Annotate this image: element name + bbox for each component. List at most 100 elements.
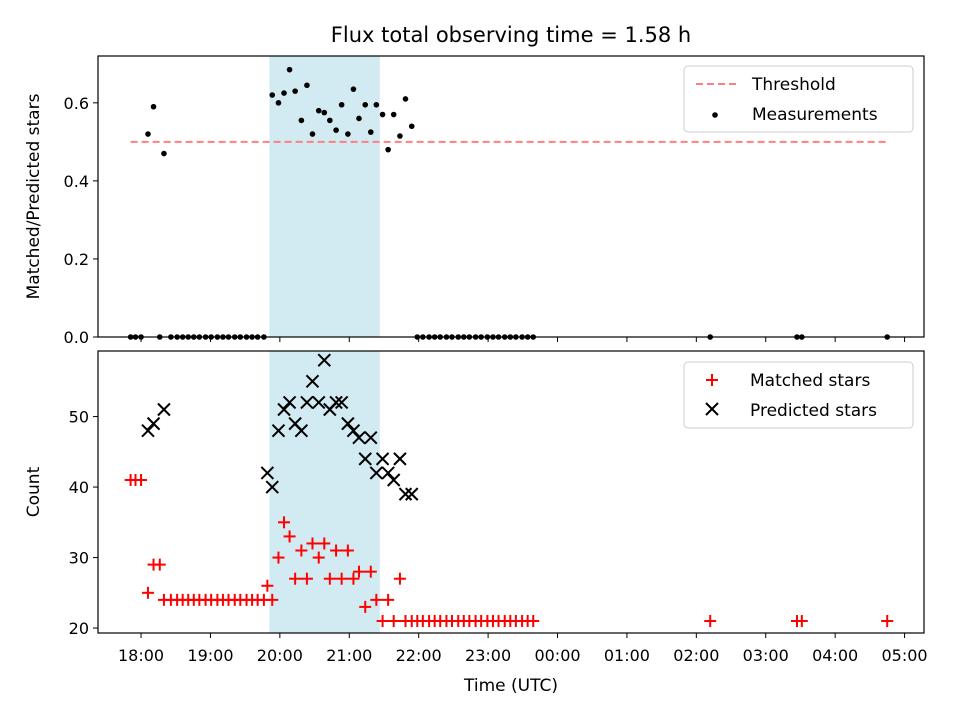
predicted-star-point	[260, 466, 275, 480]
matched-star-point	[795, 615, 808, 628]
y-tick-label: 0.0	[64, 328, 89, 347]
matched-star-point	[704, 615, 717, 628]
x-tick-label: 23:00	[465, 646, 511, 665]
matched-star-point	[289, 572, 302, 585]
chart-title: Flux total observing time = 1.58 h	[331, 23, 691, 47]
matched-star-point	[141, 586, 154, 599]
x-tick-label: 01:00	[604, 646, 650, 665]
measurement-point	[292, 88, 298, 94]
predicted-star-point	[375, 452, 390, 466]
measurement-point	[150, 103, 157, 110]
measurement-point	[304, 82, 310, 89]
x-tick-label: 21:00	[326, 646, 372, 665]
matched-star-point	[359, 600, 372, 613]
measurement-point	[309, 131, 316, 137]
matched-star-point	[278, 516, 291, 529]
measurement-point	[275, 100, 282, 106]
legend-matched-swatch	[706, 374, 718, 386]
predicted-star-point	[146, 416, 161, 431]
measurement-point	[286, 66, 293, 73]
x-tick-label: 19:00	[187, 646, 233, 665]
predicted-star-point	[364, 431, 378, 445]
predicted-star-point	[312, 395, 326, 410]
matched-star-point	[306, 537, 319, 550]
measurement-point	[362, 101, 369, 108]
matched-star-point	[527, 615, 540, 628]
predicted-star-point	[393, 452, 407, 466]
matched-star-point	[376, 615, 389, 628]
predicted-star-point	[141, 423, 155, 438]
measurement-point	[321, 109, 328, 116]
measurement-point	[269, 92, 276, 98]
matched-star-point	[881, 615, 894, 628]
y-tick-label: 50	[69, 408, 89, 427]
measurement-point	[298, 117, 305, 124]
matched-star-point	[283, 530, 296, 543]
predicted-star-point	[386, 473, 401, 487]
legend-measurements-label: Measurements	[752, 105, 878, 125]
matched-star-point	[393, 572, 406, 585]
measurement-point	[161, 150, 167, 157]
matched-stars-points	[124, 474, 894, 628]
matched-star-point	[364, 565, 377, 578]
bottom-y-axis-label: Count	[24, 466, 44, 517]
measurement-point	[356, 115, 362, 122]
x-tick-label: 05:00	[882, 646, 928, 665]
y-tick-label: 0.6	[64, 94, 89, 113]
observing-span-bottom	[269, 351, 380, 633]
matched-star-point	[382, 593, 395, 606]
y-tick-label: 0.4	[64, 172, 89, 191]
matched-star-point	[323, 572, 336, 585]
x-tick-label: 00:00	[534, 646, 580, 665]
measurement-point	[350, 86, 357, 92]
matched-star-point	[312, 551, 325, 564]
predicted-star-point	[358, 452, 372, 466]
measurement-point	[315, 107, 322, 114]
measurement-point	[408, 123, 415, 130]
predicted-star-point	[352, 431, 366, 445]
measurement-point	[281, 90, 287, 96]
matched-star-point	[135, 474, 148, 487]
matched-star-point	[352, 565, 365, 578]
bottom-y-ticks: 20 30 40 50	[69, 408, 98, 638]
measurement-point	[327, 117, 333, 124]
measurement-point	[338, 101, 345, 108]
matched-star-point	[335, 572, 348, 585]
measurement-point	[145, 131, 151, 137]
predicted-star-point	[381, 466, 395, 480]
predicted-stars-points	[141, 353, 419, 501]
x-tick-label: 03:00	[743, 646, 789, 665]
y-tick-label: 40	[69, 478, 89, 497]
bottom-legend-box	[683, 361, 914, 429]
x-tick-label: 20:00	[257, 646, 303, 665]
matched-star-point	[261, 579, 274, 592]
measurement-point	[402, 96, 409, 102]
predicted-star-point	[300, 395, 314, 410]
legend-predicted-swatch	[705, 402, 719, 416]
top-y-axis-label: Matched/Predicted stars	[24, 93, 44, 299]
matched-star-point	[153, 558, 166, 571]
predicted-star-point	[265, 480, 279, 494]
predicted-star-point	[346, 423, 361, 438]
matched-star-point	[387, 615, 400, 628]
predicted-star-point	[369, 466, 384, 480]
measurement-point	[373, 101, 380, 108]
predicted-star-point	[317, 353, 331, 367]
bottom-x-ticks: 18:00 19:00 20:00 21:00 22:00 23:00 00:00 01:00…	[118, 633, 928, 665]
predicted-star-point	[305, 374, 320, 389]
matched-star-point	[318, 537, 331, 550]
legend-matched-label: Matched stars	[750, 371, 870, 391]
predicted-star-point	[329, 395, 343, 410]
legend-threshold-label: Threshold	[751, 75, 836, 95]
top-axes-frame	[97, 55, 925, 338]
matched-star-point	[347, 572, 360, 585]
matched-star-point	[330, 544, 343, 557]
top-legend-box	[683, 65, 914, 133]
x-tick-label: 04:00	[812, 646, 858, 665]
measurement-point	[379, 111, 386, 118]
top-legend: Threshold Measurements	[683, 65, 914, 133]
measurement-point	[367, 129, 374, 135]
predicted-star-point	[282, 395, 297, 410]
predicted-star-point	[334, 395, 349, 410]
